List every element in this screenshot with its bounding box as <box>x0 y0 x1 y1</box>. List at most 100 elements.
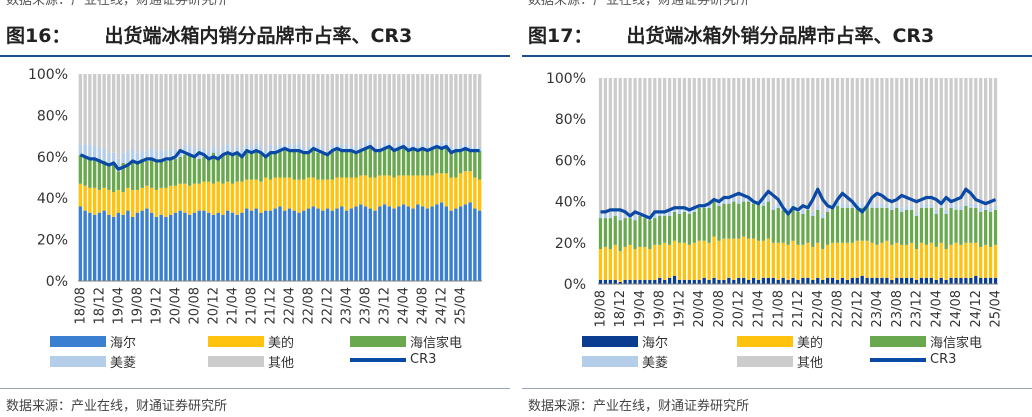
bar-segment-hisense <box>226 152 230 182</box>
bar-segment-meiling <box>245 144 249 151</box>
x-tick-label: 19/12 <box>149 287 164 324</box>
bar-segment-midea <box>397 175 401 207</box>
bar-segment-midea <box>648 248 652 280</box>
bar-segment-other <box>359 74 363 147</box>
bar-segment-midea <box>658 244 662 278</box>
bar-segment-haier_dark <box>653 279 657 284</box>
bar-segment-haier <box>135 212 140 281</box>
footer-source-note: 数据来源：产业在线，财通证券研究所 <box>528 399 750 414</box>
bar-segment-meiling <box>102 148 106 161</box>
bar-segment-haier_dark <box>801 277 805 284</box>
bar-segment-midea <box>786 244 790 280</box>
bar-segment-hisense <box>335 150 339 178</box>
bar-segment-haier <box>111 216 116 281</box>
bar-segment-haier <box>344 210 349 281</box>
x-tick-label: 21/08 <box>771 290 786 327</box>
bar-segment-other <box>885 78 889 204</box>
bar-segment-hisense <box>909 209 914 243</box>
title-rule <box>0 55 510 57</box>
bar-segment-other <box>603 78 608 214</box>
bar-segment-meiling <box>840 203 845 208</box>
bar-segment-hisense <box>430 148 434 176</box>
bar-segment-hisense <box>254 150 258 180</box>
bar-segment-midea <box>149 187 154 213</box>
bar-segment-midea <box>687 244 691 280</box>
bar-segment-meiling <box>164 150 168 161</box>
bar-segment-hisense <box>766 201 770 239</box>
bar-segment-haier <box>287 208 292 281</box>
bar-segment-haier <box>235 214 239 281</box>
bar-segment-meiling <box>226 144 230 153</box>
bar-segment-meiling <box>855 201 859 206</box>
x-tick-label: 19/08 <box>130 287 145 324</box>
bar-segment-midea <box>97 189 102 213</box>
bar-segment-haier <box>197 210 201 281</box>
y-tick-label: 100% <box>546 71 586 87</box>
bar-segment-hisense <box>929 207 933 243</box>
bar-segment-hisense <box>145 160 149 186</box>
bar-segment-haier <box>145 208 149 281</box>
bar-segment-other <box>111 74 116 153</box>
bar-segment-meiling <box>425 146 430 151</box>
bar-segment-haier <box>363 206 368 281</box>
bar-segment-haier_dark <box>954 277 958 284</box>
bar-segment-meiling <box>821 213 825 219</box>
bar-segment-hisense <box>249 152 254 180</box>
bar-segment-other <box>826 78 830 208</box>
bar-segment-other <box>677 78 682 210</box>
bar-segment-haier_dark <box>806 277 810 284</box>
x-tick-label: 18/12 <box>613 290 628 327</box>
chart-title: 出货端冰箱外销分品牌市占率、CR3 <box>626 25 935 47</box>
bar-segment-hisense <box>311 148 315 178</box>
bar-segment-hisense <box>830 207 835 243</box>
bar-segment-hisense <box>761 205 766 241</box>
bar-segment-midea <box>268 179 273 211</box>
bar-segment-midea <box>221 183 225 215</box>
bar-segment-other <box>993 78 998 206</box>
bar-segment-other <box>914 78 919 212</box>
bar-segment-midea <box>638 246 642 280</box>
y-tick-label: 0% <box>46 274 68 290</box>
bar-segment-midea <box>92 187 97 215</box>
bar-segment-haier_dark <box>885 277 889 284</box>
bar-segment-hisense <box>855 205 859 241</box>
bar-segment-meiling <box>387 142 392 147</box>
bar-segment-haier <box>240 212 244 281</box>
legend-label-cr3: CR3 <box>410 352 437 367</box>
bar-segment-meiling <box>397 142 401 149</box>
bar-segment-other <box>121 74 125 153</box>
bar-segment-haier <box>340 206 344 281</box>
bar-segment-other <box>771 78 775 206</box>
bar-segment-hisense <box>392 150 396 178</box>
bar-segment-midea <box>368 177 373 209</box>
bar-segment-midea <box>845 242 850 280</box>
bar-segment-meiling <box>401 142 406 147</box>
bar-segment-haier <box>88 212 92 281</box>
bar-segment-other <box>638 78 642 212</box>
bar-segment-haier_dark <box>984 277 988 284</box>
bar-segment-midea <box>387 175 392 207</box>
bar-segment-haier_dark <box>638 279 642 284</box>
bar-segment-midea <box>202 181 206 211</box>
bar-segment-other <box>78 74 83 145</box>
bar-segment-haier_dark <box>835 279 840 284</box>
bar-segment-haier <box>368 208 373 281</box>
bar-segment-other <box>900 78 904 208</box>
legend-label-haier: 海尔 <box>642 336 669 351</box>
bar-segment-meiling <box>126 150 130 164</box>
chart-panel-domestic: 数据来源：产业在线，财通证券研究所 图16： 出货端冰箱内销分品牌市占率、CR3 … <box>0 0 510 417</box>
bar-segment-other <box>944 78 948 210</box>
bar-segment-haier <box>140 210 144 281</box>
bar-segment-hisense <box>97 158 102 190</box>
bar-segment-hisense <box>425 150 430 176</box>
bar-segment-hisense <box>197 158 201 184</box>
bar-segment-meiling <box>900 207 904 212</box>
x-tick-label: 18/08 <box>73 287 88 324</box>
bar-segment-hisense <box>643 218 647 247</box>
bar-segment-haier_dark <box>900 277 904 284</box>
y-tick-label: 80% <box>37 108 68 124</box>
bar-segment-other <box>245 74 249 145</box>
bar-segment-haier <box>473 208 477 281</box>
bar-segment-hisense <box>835 205 840 243</box>
bar-segment-haier <box>449 210 453 281</box>
